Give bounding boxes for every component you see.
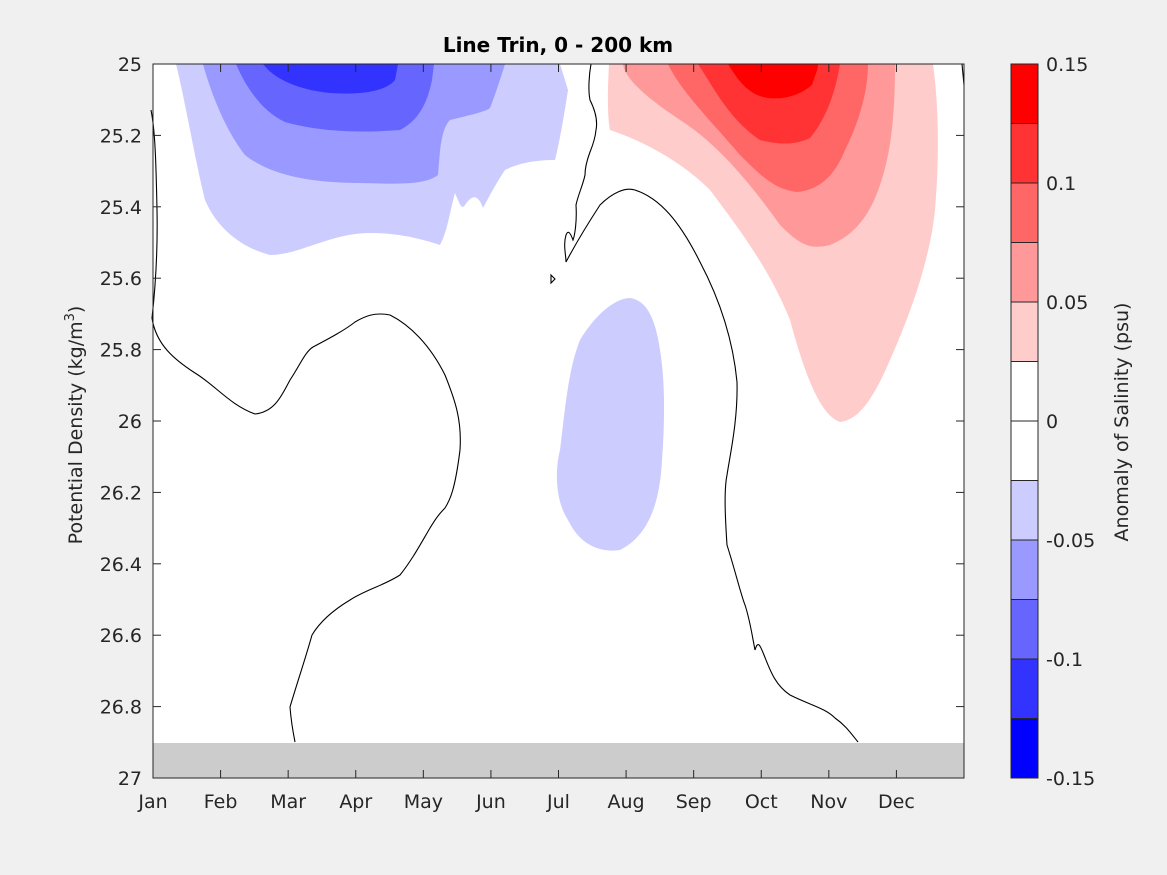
x-tick-label: Jun — [475, 791, 506, 813]
y-axis: 25 25.2 25.4 25.6 25.8 26 26.2 26.4 26.6 26.8 27 — [100, 54, 964, 790]
x-tick-label: Dec — [878, 791, 915, 813]
fill-neg-0.125 — [263, 64, 398, 94]
y-axis-title: Potential Density (kg/m3) — [63, 306, 87, 545]
x-tick-label: Oct — [745, 791, 778, 813]
colorbar-segment — [1011, 659, 1038, 719]
x-tick-label: Feb — [204, 791, 238, 813]
x-tick-label: May — [404, 791, 443, 813]
y-tick-label: 25.8 — [100, 340, 142, 362]
x-tick-label: Mar — [270, 791, 306, 813]
colorbar-segment — [1011, 123, 1038, 184]
y-tick-label: 27 — [118, 768, 142, 790]
y-tick-label: 26.8 — [100, 697, 142, 719]
x-tick-label: Aug — [608, 791, 645, 813]
colorbar-tick-label: -0.15 — [1046, 768, 1095, 790]
colorbar-segment — [1011, 599, 1038, 660]
colorbar-segment — [1011, 540, 1038, 600]
colorbar-segment — [1011, 183, 1038, 243]
colorbar: 0.15 0.1 0.05 0 -0.05 -0.1 -0.15 — [1010, 54, 1095, 790]
colorbar-segment — [1011, 242, 1038, 303]
y-tick-label: 26 — [118, 411, 142, 433]
fill-neg-blob — [556, 298, 665, 551]
colorbar-frame — [1010, 63, 1039, 779]
colorbar-segment — [1011, 480, 1038, 541]
colorbar-segment — [1011, 302, 1038, 362]
colorbar-tick-label: 0.1 — [1046, 173, 1076, 195]
colorbar-title: Anomaly of Salinity (psu) — [1111, 303, 1133, 542]
fill-pos-0.125 — [728, 64, 818, 99]
zero-contour-small-loop — [550, 273, 556, 285]
x-axis: Jan Feb Mar Apr May Jun Jul Aug Sep Oct Nov Dec — [137, 64, 915, 813]
colorbar-segment — [1011, 421, 1038, 481]
x-tick-label: Jul — [546, 791, 570, 813]
y-tick-label: 26.4 — [100, 554, 142, 576]
contour-fills — [176, 64, 938, 551]
colorbar-segment — [1011, 718, 1038, 779]
x-tick-label: Nov — [810, 791, 847, 813]
y-tick-label: 26.2 — [100, 482, 142, 504]
y-tick-label: 25.6 — [100, 268, 142, 290]
y-tick-label: 25.2 — [100, 125, 142, 147]
colorbar-tick-label: -0.05 — [1046, 530, 1095, 552]
x-tick-label: Apr — [339, 791, 372, 813]
colorbar-segment — [1011, 64, 1038, 124]
y-axis-title-superscript: 3 — [63, 313, 78, 321]
y-tick-label: 25.4 — [100, 197, 142, 219]
y-tick-label: 26.6 — [100, 625, 142, 647]
colorbar-tick-label: 0.05 — [1046, 292, 1088, 314]
plot-title: Line Trin, 0 - 200 km — [443, 33, 673, 57]
x-tick-label: Sep — [676, 791, 712, 813]
colorbar-segment — [1011, 361, 1038, 422]
y-tick-label: 25 — [118, 54, 142, 76]
colorbar-tick-label: 0 — [1046, 411, 1058, 433]
zero-contour-mid-jagged — [564, 63, 859, 743]
colorbar-tick-label: 0.15 — [1046, 54, 1088, 76]
colorbar-tick-label: -0.1 — [1046, 649, 1083, 671]
zero-contour-left — [150, 109, 461, 743]
x-tick-label: Jan — [137, 791, 167, 813]
